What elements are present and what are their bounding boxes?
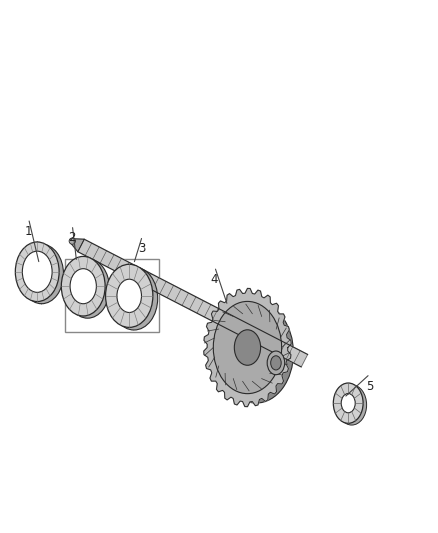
Text: 4: 4 xyxy=(211,273,219,286)
Ellipse shape xyxy=(15,242,59,302)
Text: 3: 3 xyxy=(139,243,146,255)
Polygon shape xyxy=(129,264,134,267)
Polygon shape xyxy=(71,239,84,252)
Ellipse shape xyxy=(267,351,285,375)
Ellipse shape xyxy=(27,253,57,295)
Ellipse shape xyxy=(341,393,355,413)
Ellipse shape xyxy=(66,259,110,318)
Ellipse shape xyxy=(345,395,359,415)
Ellipse shape xyxy=(110,267,158,330)
Ellipse shape xyxy=(337,385,367,425)
Ellipse shape xyxy=(213,301,282,394)
Ellipse shape xyxy=(122,282,146,315)
Ellipse shape xyxy=(69,238,75,244)
Text: 1: 1 xyxy=(25,225,32,238)
Ellipse shape xyxy=(117,279,141,312)
Ellipse shape xyxy=(61,256,105,316)
Ellipse shape xyxy=(106,264,153,327)
Ellipse shape xyxy=(333,383,363,423)
Polygon shape xyxy=(78,239,307,367)
Polygon shape xyxy=(129,327,134,330)
Bar xyxy=(65,259,159,332)
Ellipse shape xyxy=(70,269,96,304)
Text: 2: 2 xyxy=(68,231,76,245)
Ellipse shape xyxy=(20,244,64,304)
Ellipse shape xyxy=(234,330,261,365)
Ellipse shape xyxy=(271,356,281,370)
Polygon shape xyxy=(204,288,291,407)
Ellipse shape xyxy=(219,303,293,403)
Text: 5: 5 xyxy=(367,381,374,393)
Ellipse shape xyxy=(22,251,52,292)
Ellipse shape xyxy=(74,271,101,306)
